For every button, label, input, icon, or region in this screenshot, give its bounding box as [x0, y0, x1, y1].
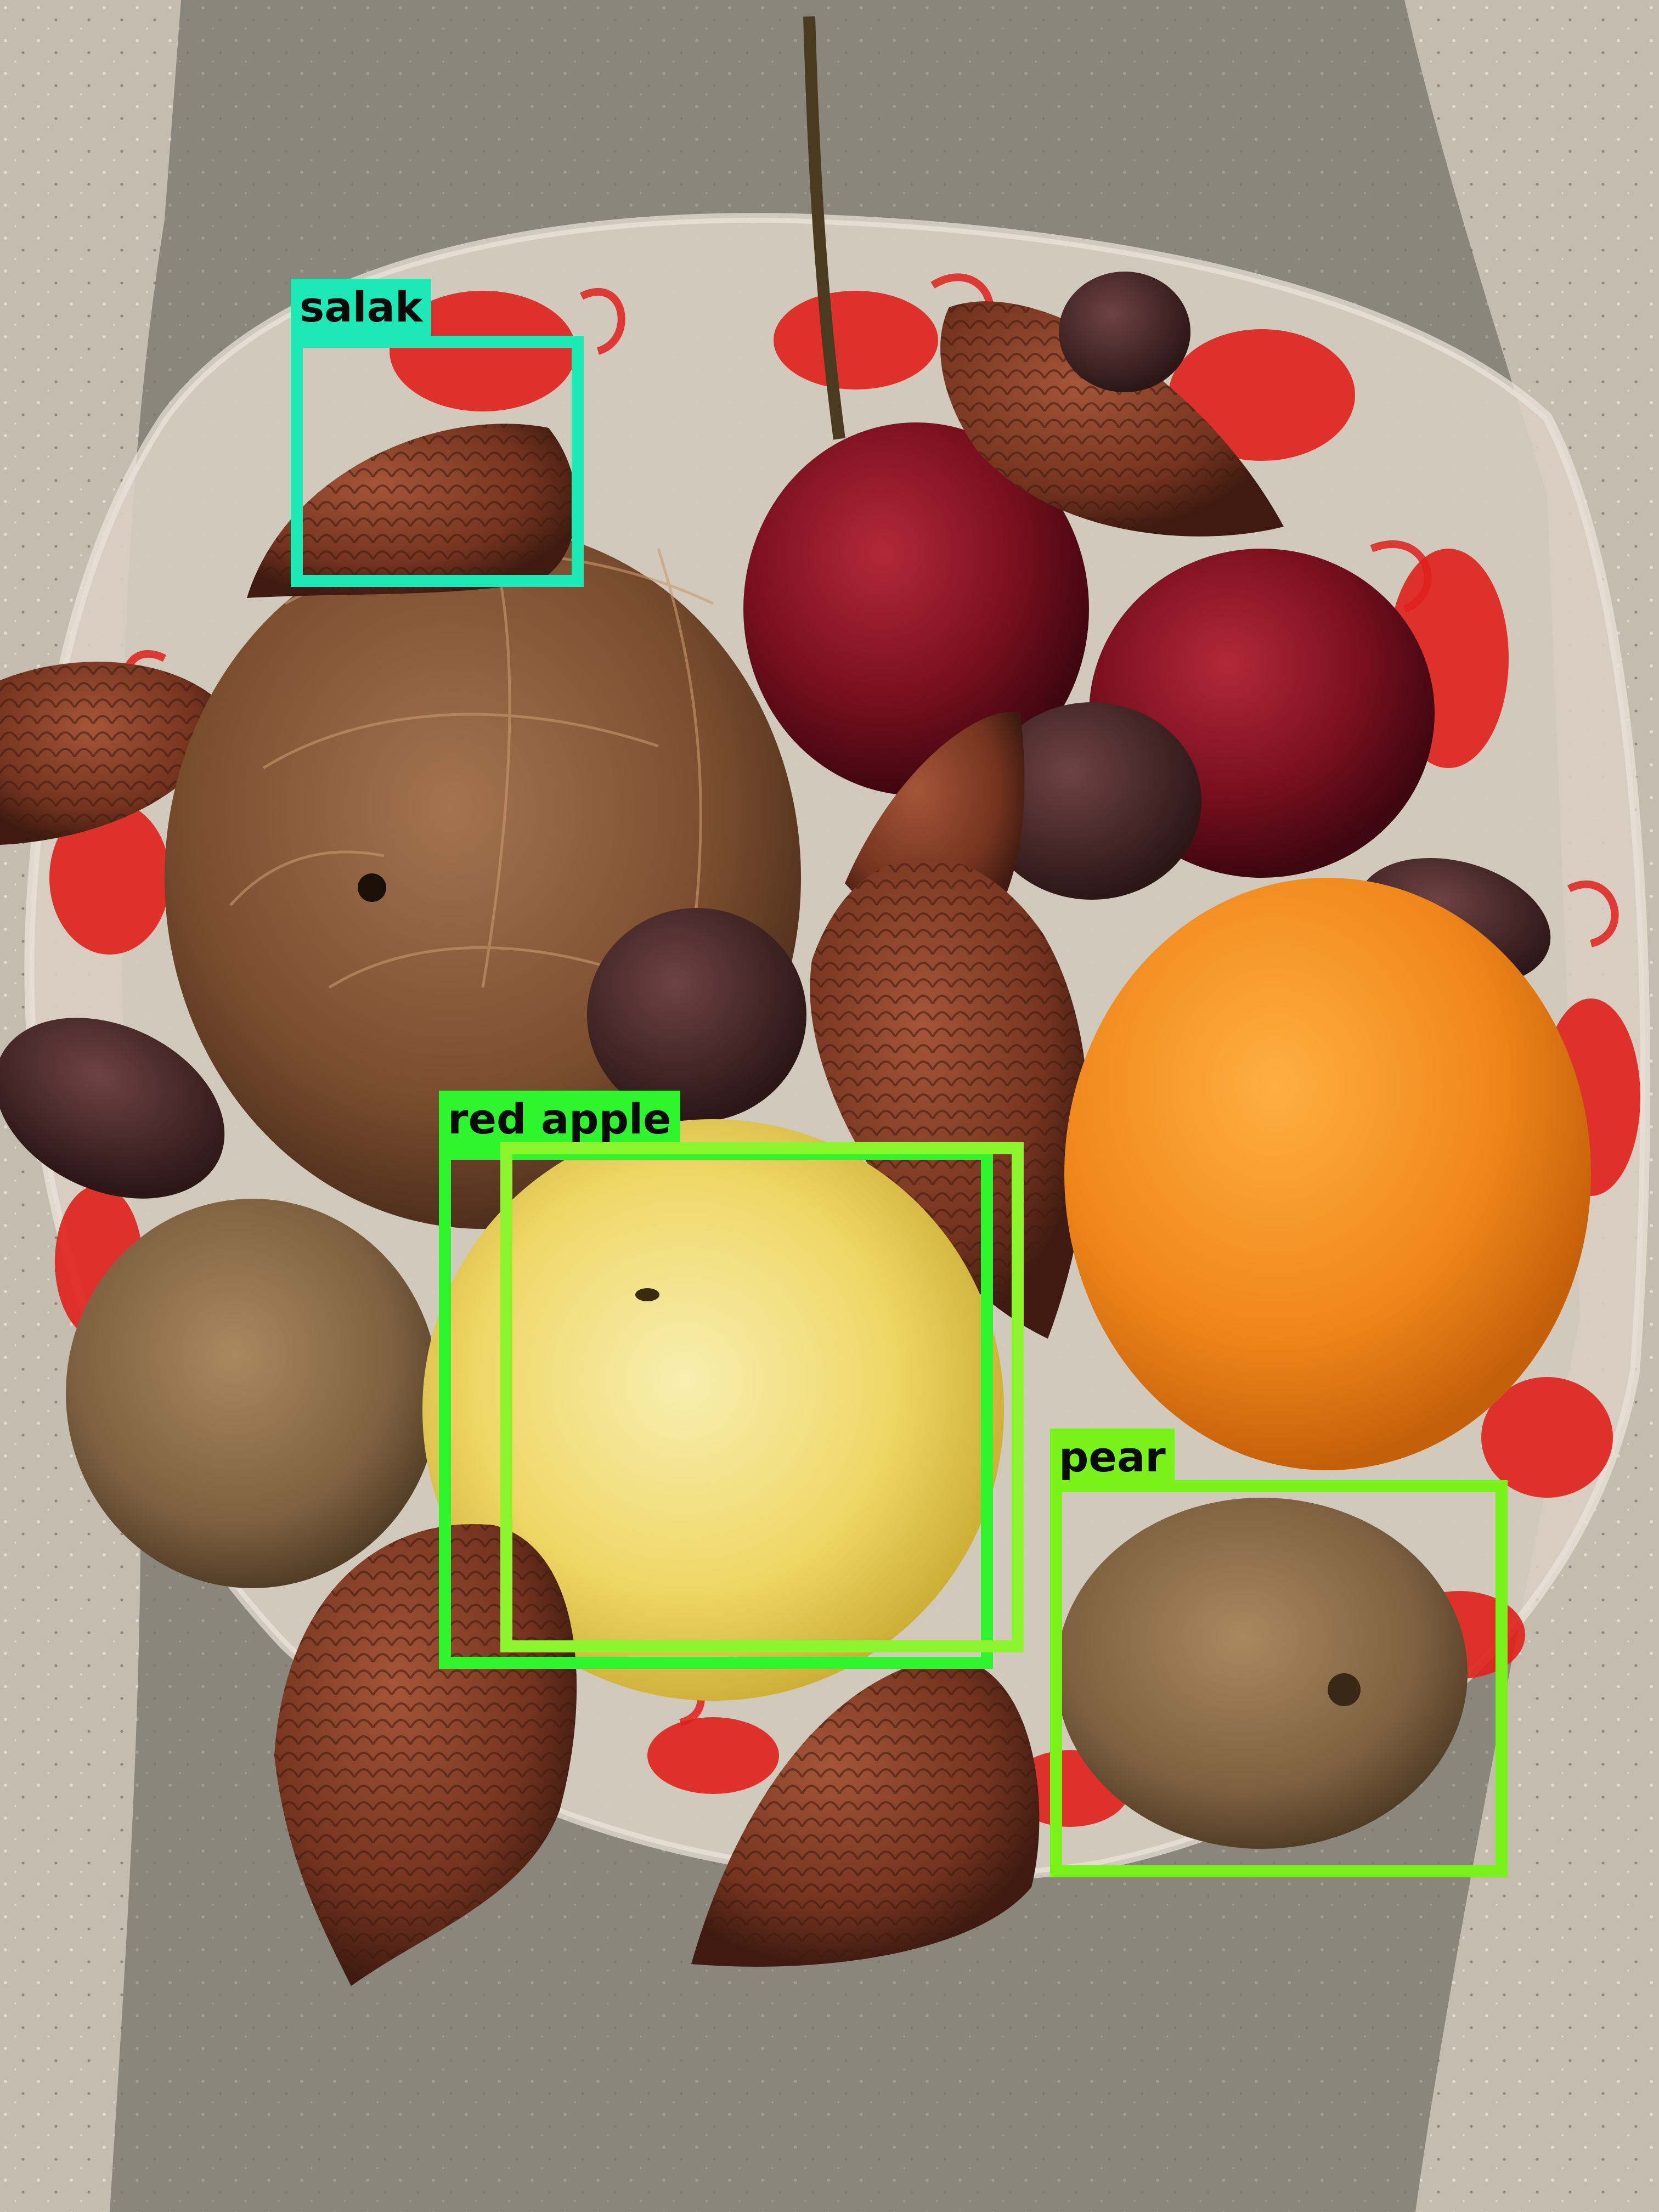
date-fruit — [587, 908, 806, 1122]
detection-box-red-apple — [439, 1148, 993, 1669]
detection-box-salak — [291, 336, 584, 587]
date-fruit — [1059, 272, 1190, 392]
date-fruit — [0, 1018, 225, 1199]
kiwi-fruit — [1056, 1498, 1468, 1849]
date-fruit — [982, 702, 1201, 900]
orange-fruit — [1064, 878, 1591, 1470]
kiwi-fruit — [66, 1199, 439, 1588]
detection-box-pear — [1050, 1480, 1508, 1877]
yellow-fruit — [422, 1119, 1004, 1701]
detection-label-red-apple: red apple — [439, 1091, 680, 1148]
red-apple-fruit — [743, 422, 1089, 795]
detection-box-secondary — [500, 1142, 1024, 1652]
detection-label-pear: pear — [1050, 1429, 1175, 1486]
detection-label-salak: salak — [291, 279, 432, 336]
